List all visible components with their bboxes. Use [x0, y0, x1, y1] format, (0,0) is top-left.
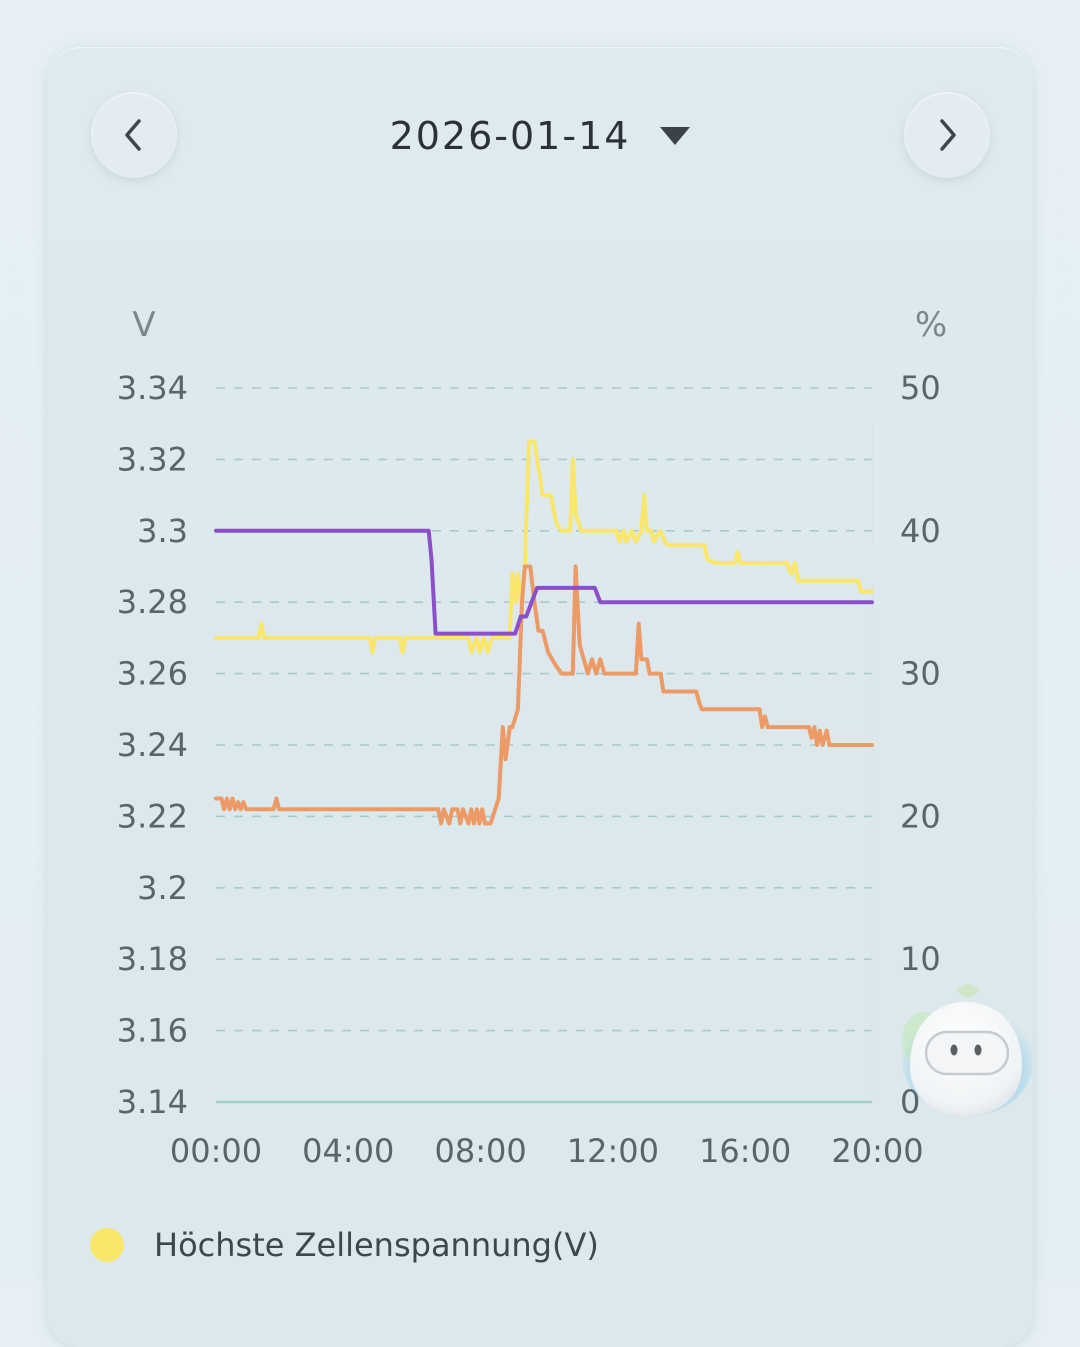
left-tick-label: 3.18: [117, 940, 188, 978]
assistant-button[interactable]: [898, 980, 1034, 1120]
right-tick-label: 10: [900, 940, 941, 978]
chevron-left-icon: [125, 119, 141, 151]
grid-lines: [216, 387, 873, 1104]
legend[interactable]: Höchste Zellenspannung(V): [90, 1226, 599, 1264]
series-line-soc: [214, 528, 874, 636]
left-tick-label: 3.32: [117, 440, 188, 478]
date-label: 2026-01-14: [389, 114, 631, 158]
left-tick-label: 3.34: [117, 369, 188, 407]
date-picker[interactable]: 2026-01-14: [330, 106, 750, 166]
x-tick-label: 04:00: [302, 1132, 394, 1170]
left-tick-label: 3.3: [137, 512, 188, 550]
left-tick-label: 3.16: [117, 1012, 188, 1050]
next-day-button[interactable]: [904, 92, 990, 178]
caret-down-icon: [660, 127, 691, 145]
right-axis-unit: %: [915, 305, 947, 345]
x-tick-label: 00:00: [170, 1132, 262, 1170]
chart-card: [47, 47, 1033, 1347]
legend-label-highest: Höchste Zellenspannung(V): [154, 1226, 599, 1264]
x-tick-label: 20:00: [831, 1132, 923, 1170]
left-tick-label: 3.14: [117, 1083, 188, 1121]
left-tick-label: 3.2: [137, 869, 188, 907]
voltage-soc-chart: V % 3.143.163.183.23.223.243.263.283.33.…: [117, 305, 947, 1170]
left-tick-label: 3.26: [117, 655, 188, 693]
x-tick-label: 16:00: [699, 1132, 791, 1170]
robot-assistant-icon: [902, 984, 1034, 1116]
right-tick-label: 50: [900, 369, 941, 407]
right-tick-label: 40: [900, 512, 941, 550]
prev-day-button[interactable]: [91, 92, 177, 178]
left-tick-label: 3.28: [117, 583, 188, 621]
x-axis-ticks: 00:00 04:00 08:00 12:00 16:00 20:00: [170, 1132, 924, 1170]
legend-swatch-highest: [90, 1228, 124, 1262]
x-tick-label: 08:00: [434, 1132, 526, 1170]
left-axis-unit: V: [132, 305, 155, 345]
left-tick-label: 3.22: [117, 797, 188, 835]
right-tick-label: 20: [900, 797, 941, 835]
left-axis-ticks: 3.14 3.16 3.18 3.2 3.22 3.24 3.26 3.28 3.3 3.32 3.…: [117, 369, 188, 1121]
series-line-highest-voltage: [214, 439, 874, 655]
right-tick-label: 30: [900, 655, 941, 693]
x-tick-label: 12:00: [567, 1132, 659, 1170]
chevron-right-icon: [940, 119, 956, 151]
series-lines: [214, 439, 874, 826]
left-tick-label: 3.24: [117, 726, 188, 764]
series-line-lowest-voltage: [214, 564, 874, 826]
